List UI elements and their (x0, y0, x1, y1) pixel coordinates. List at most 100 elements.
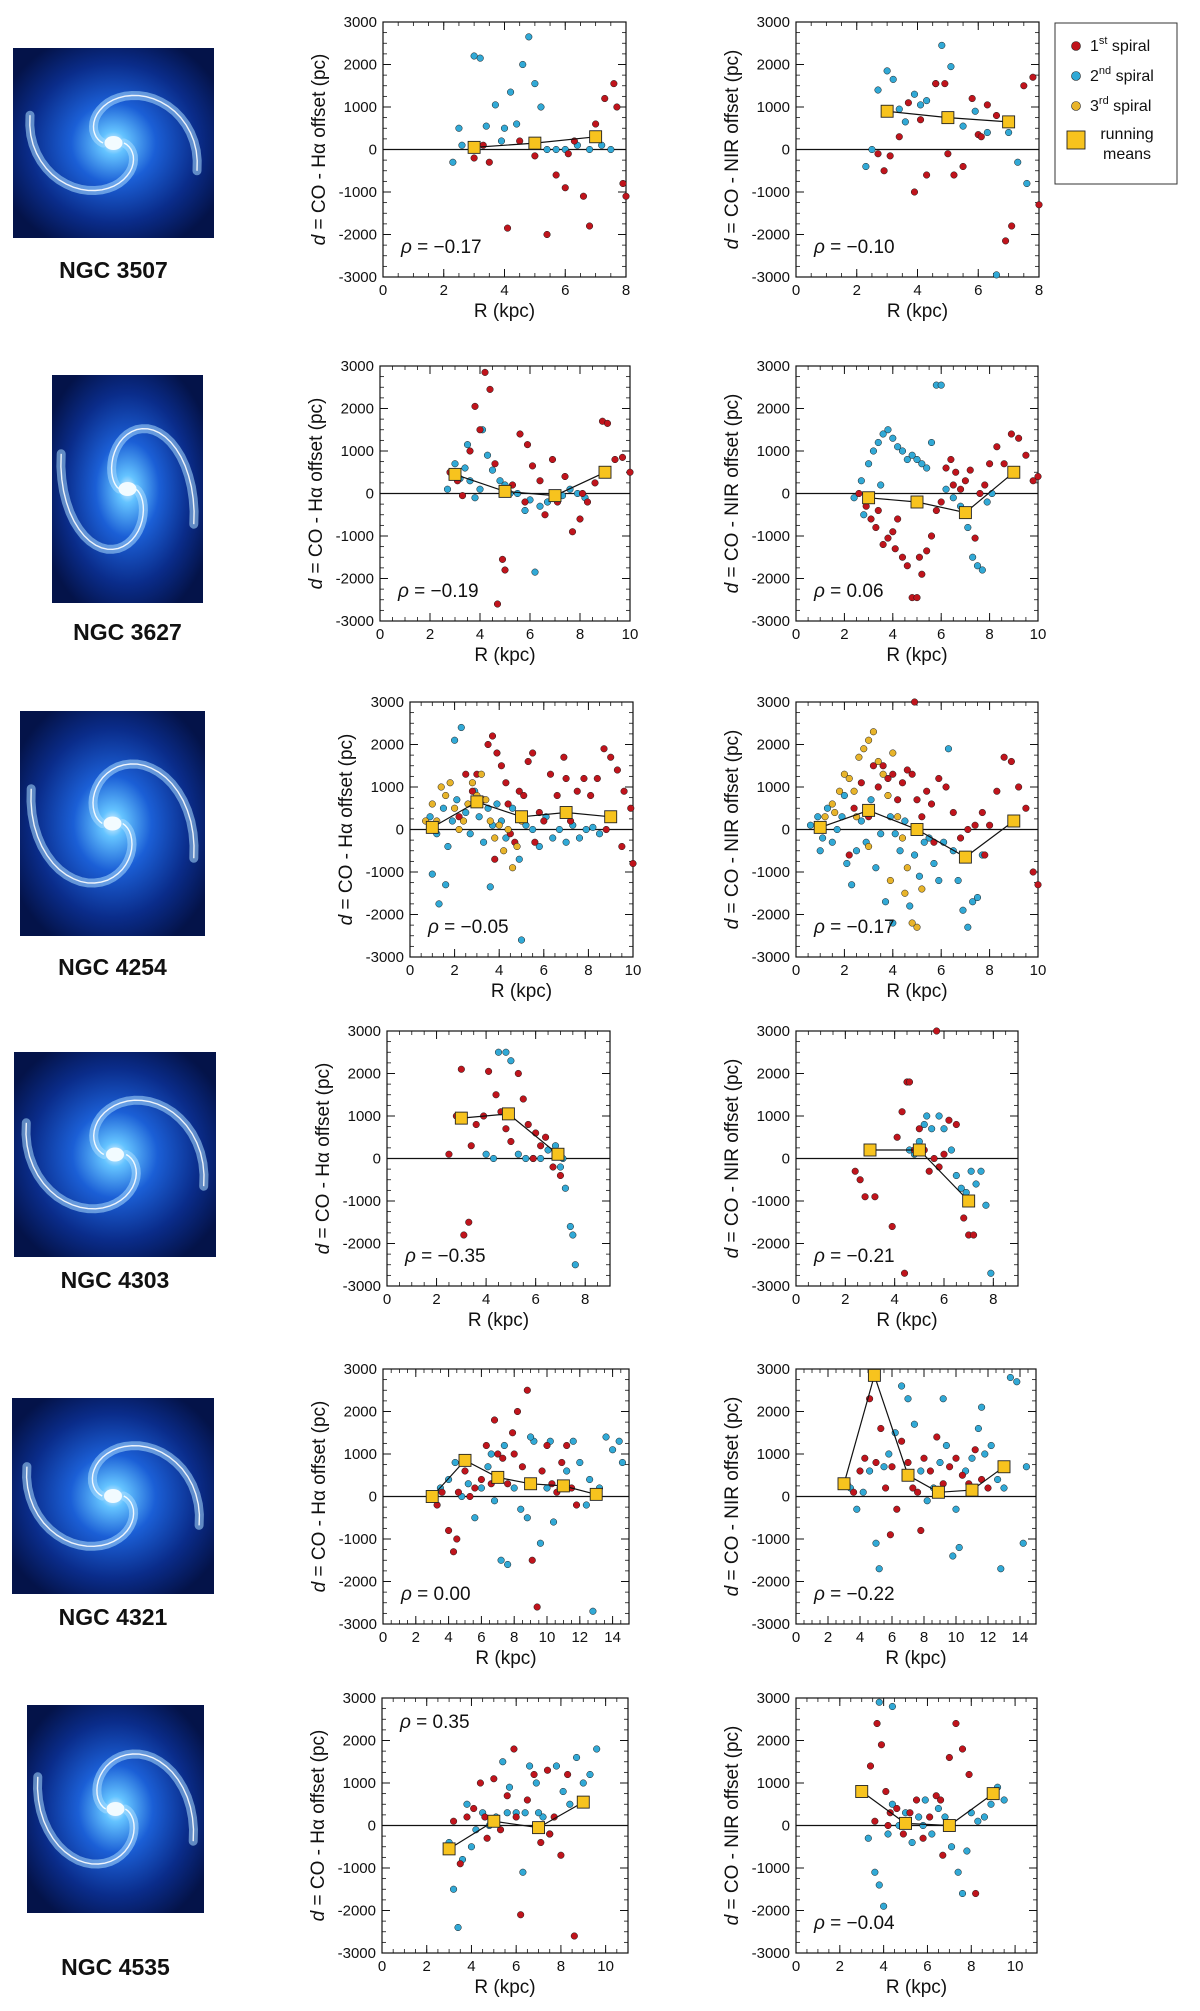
spiral2-point (850, 494, 858, 502)
spiral1-point (913, 594, 921, 602)
y-tick-label: -3000 (752, 949, 790, 966)
y-tick-label: 2000 (343, 1733, 376, 1750)
x-tick-label: 6 (923, 1958, 931, 1975)
spiral1-point (884, 774, 892, 783)
spiral2-point (471, 494, 479, 502)
spiral1-legend-marker (1071, 41, 1081, 51)
x-tick-label: 6 (561, 282, 569, 299)
rho-symbol: ρ (404, 1246, 421, 1267)
running-mean-marker (551, 1147, 565, 1161)
spiral2-point (980, 1813, 988, 1821)
spiral2-point (537, 1154, 545, 1163)
spiral2-point (476, 485, 484, 493)
x-axis-title: R (kpc) (475, 1648, 536, 1669)
spiral2-point (519, 1868, 527, 1876)
spiral1-point (920, 1454, 928, 1462)
x-tick-label: 6 (531, 1291, 539, 1308)
spiral2-point (505, 1783, 514, 1791)
y-tick-label: -3000 (752, 1278, 790, 1295)
x-tick-label: 8 (584, 962, 592, 979)
spiral1-point (932, 1792, 940, 1800)
spiral1-point (850, 1488, 858, 1496)
spiral1-point (933, 1027, 941, 1035)
spiral2-point (475, 813, 483, 821)
x-tick-label: 4 (444, 1629, 452, 1646)
spiral1-point (857, 779, 865, 787)
spiral1-point (861, 1193, 869, 1201)
x-tick-label: 6 (937, 626, 945, 643)
x-tick-label: 0 (378, 1958, 386, 1975)
spiral1-point (485, 1067, 493, 1075)
running-mean-line (861, 1791, 994, 1827)
spiral2-point (514, 1150, 522, 1158)
spiral2-point (571, 1261, 579, 1269)
spiral1-point (874, 783, 882, 791)
y-tick-label: 0 (782, 822, 790, 839)
spiral1-point (872, 1458, 880, 1467)
spiral2-point (983, 498, 991, 506)
y-tick-label: 2000 (348, 1066, 381, 1083)
spiral1-point (888, 1463, 896, 1471)
spiral1-point (932, 80, 940, 88)
spiral1-point (523, 1796, 531, 1804)
spiral1-point (613, 766, 621, 774)
y-axis-title-text: = CO - NIR offset (pc) (722, 394, 743, 583)
spiral2-point (1019, 1539, 1027, 1547)
nir-offset-panel: 0 2 4 6 8 -3000 -2000 -1000 0 1000 2000 3000 R (kpc)… (722, 14, 1043, 322)
running-mean-legend-marker (1066, 130, 1086, 150)
spiral1-point (949, 481, 957, 489)
spiral2-point (977, 1167, 985, 1175)
spiral2-point (918, 460, 926, 468)
y-tick-label: 0 (369, 1489, 377, 1506)
y-tick-label: 0 (782, 1489, 790, 1506)
running-mean-marker (515, 810, 528, 824)
rho-symbol: ρ (813, 917, 830, 938)
x-tick-label: 4 (482, 1291, 490, 1308)
spiral1-point (540, 817, 548, 825)
spiral1-point (939, 1851, 947, 1859)
spiral1-point (613, 103, 621, 111)
spiral1-point (519, 1095, 527, 1103)
spiral1-point (882, 1787, 890, 1796)
running-mean-line (448, 1801, 584, 1850)
x-tick-label: 12 (980, 1629, 997, 1646)
spiral2-point (513, 489, 522, 498)
spiral1-point (467, 1142, 475, 1150)
legend-text: spiral (1107, 38, 1150, 55)
x-tick-label: 8 (985, 626, 993, 643)
spiral1-point (515, 787, 523, 795)
spiral3-point (509, 864, 517, 872)
spiral2-point (480, 838, 488, 846)
y-axis-title-variable: d (722, 581, 743, 593)
spiral1-point (874, 150, 882, 158)
spiral2-point (944, 745, 953, 753)
spiral1-point (516, 137, 524, 145)
spiral1-point (1022, 451, 1030, 459)
y-tick-label: -3000 (336, 613, 374, 630)
spiral1-point (466, 1492, 474, 1501)
spiral1-point (484, 740, 492, 749)
spiral1-point (466, 447, 474, 455)
spiral1-point (899, 1830, 907, 1838)
galaxy-nucleus (104, 136, 123, 150)
spiral1-point (552, 171, 560, 179)
spiral2-point (958, 1889, 967, 1898)
spiral1-point (546, 770, 555, 778)
spiral1-point (937, 498, 945, 506)
spiral2-point (1013, 1378, 1021, 1386)
rho-symbol: ρ (813, 1584, 830, 1605)
spiral2-point (490, 1497, 499, 1505)
spiral3-point (908, 919, 916, 927)
rho-value: = −0.22 (830, 1584, 894, 1605)
spiral1-point (514, 1069, 522, 1078)
spiral1-point (889, 528, 897, 536)
spiral1-point (471, 1484, 479, 1492)
spiral1-point (503, 224, 512, 232)
spiral1-point (944, 150, 952, 158)
spiral1-point (1015, 783, 1023, 791)
y-axis-title-variable: d (336, 913, 357, 925)
spiral2-point (537, 103, 545, 111)
spiral1-point (618, 842, 626, 851)
spiral-arm-outline (96, 1753, 195, 1842)
